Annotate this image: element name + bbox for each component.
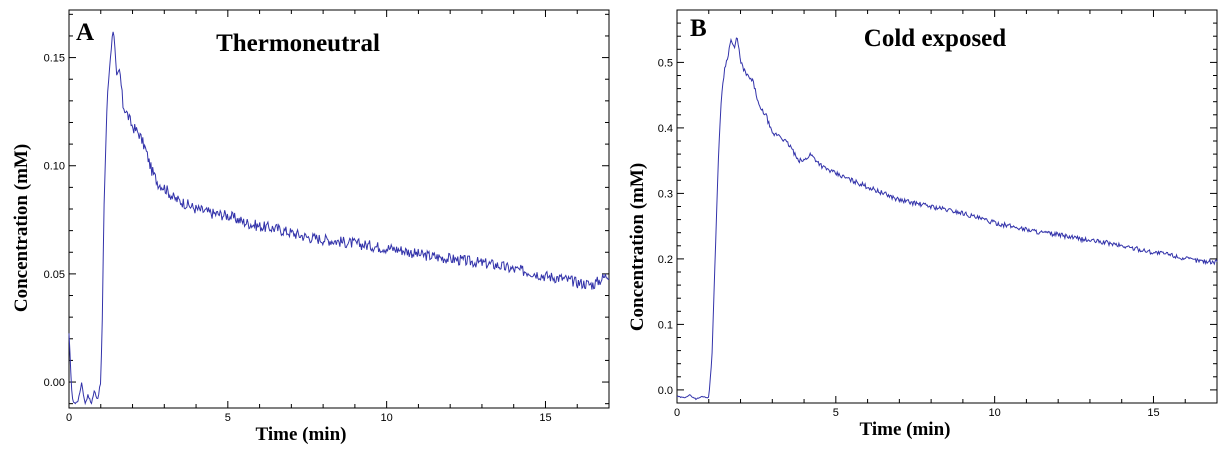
y-tick-label: 0.4 — [658, 123, 673, 135]
chart-panel-b: 0 5 10 150.00.10.20.30.40.5 B Cold exposed … — [627, 9, 1218, 440]
y-tick-label: 0.05 — [44, 269, 65, 281]
y-tick-label: 0.5 — [658, 57, 673, 69]
chart-title-a: Thermoneutral — [216, 30, 380, 57]
x-tick-label: 10 — [989, 407, 1001, 419]
x-tick-label: 5 — [833, 407, 839, 419]
series-line-a — [68, 31, 610, 406]
y-tick-label: 0.00 — [44, 377, 65, 389]
y-tick-label: 0.2 — [658, 254, 673, 266]
axis-ticks-a: 0 5 10 15 0.00 0.05 0.10 0.15 — [44, 10, 610, 424]
axis-ticks-b: 0 5 10 15 0.0 0.1 0.2 0.3 0.4 0.5 — [658, 10, 1218, 419]
plot-frame-b — [676, 9, 1218, 404]
series-line-b — [676, 37, 1218, 401]
x-tick-label: 5 — [225, 412, 231, 424]
x-tick-label: 15 — [1147, 407, 1159, 419]
panel-letter-a: A — [76, 19, 94, 46]
y-tick-label: 0.1 — [658, 319, 673, 331]
y-tick-label: 0.10 — [44, 161, 65, 173]
y-axis-title-a: Concentration (mM) — [11, 144, 32, 312]
panel-letter-b: B — [690, 15, 707, 42]
y-tick-label: 0.3 — [658, 188, 673, 200]
y-tick-label: 0.0 — [658, 385, 673, 397]
chart-panel-a: 0 5 10 15 0.00 0.05 0.10 0.15 A Thermoneutral T… — [11, 9, 610, 445]
x-axis-title-a: Time (min) — [256, 424, 347, 445]
x-axis-title-b: Time (min) — [860, 419, 951, 440]
x-tick-label: 0 — [66, 412, 72, 424]
x-tick-label: 10 — [381, 412, 393, 424]
plot-frame-a — [68, 9, 610, 409]
chart-title-b: Cold exposed — [864, 25, 1006, 52]
x-tick-label: 15 — [539, 412, 551, 424]
y-axis-title-b: Concentration (mM) — [627, 163, 648, 331]
y-tick-label: 0.15 — [44, 53, 65, 65]
x-tick-label: 0 — [674, 407, 680, 419]
